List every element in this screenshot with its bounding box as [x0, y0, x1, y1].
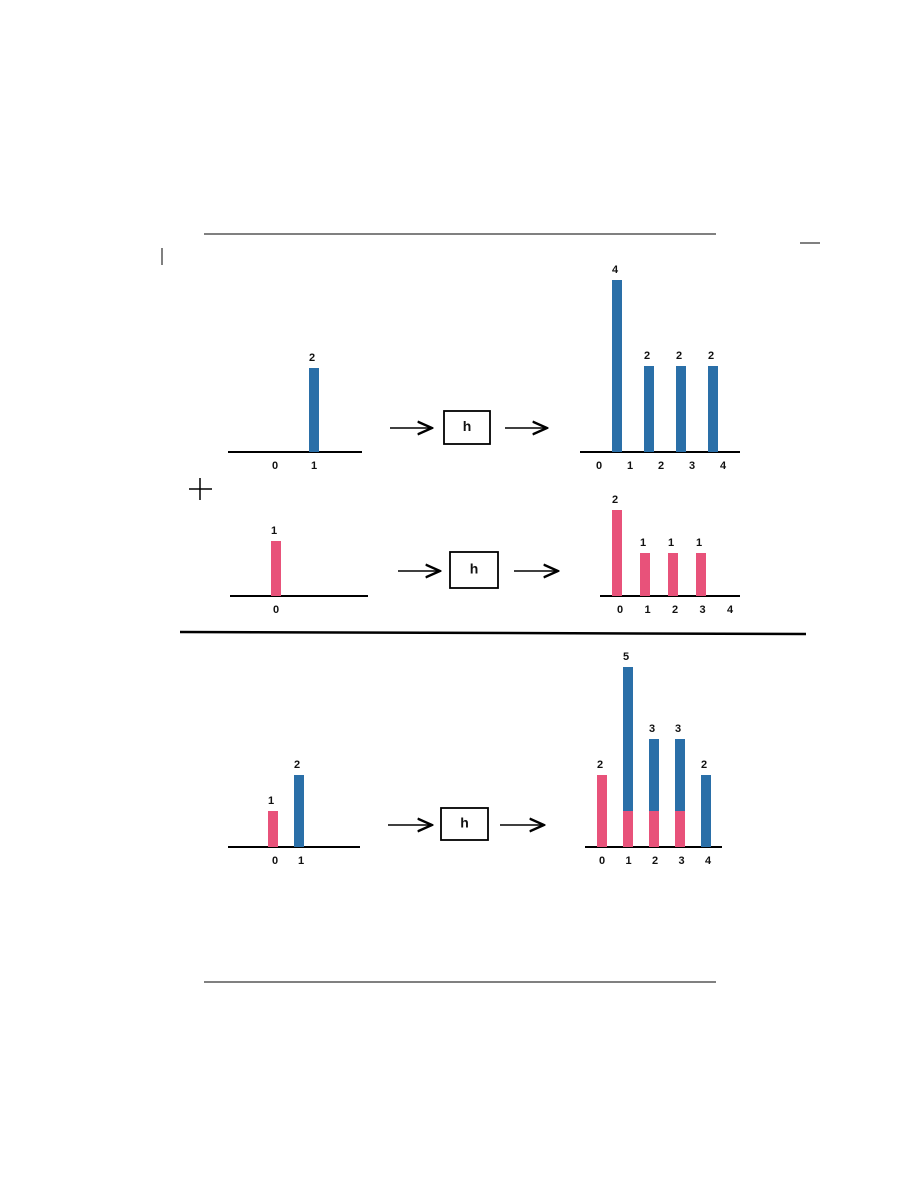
system-label: h — [463, 418, 472, 434]
total-label: 5 — [623, 651, 629, 663]
tick-label: 3 — [678, 855, 684, 867]
stem — [268, 811, 278, 847]
stacked-segment — [649, 811, 659, 847]
total-label: 2 — [597, 759, 603, 771]
stem-label: 2 — [644, 350, 650, 362]
system-label: h — [460, 815, 469, 831]
tick-label: 4 — [720, 460, 727, 472]
stem — [668, 553, 678, 596]
tick-label: 3 — [689, 460, 695, 472]
stem — [708, 366, 718, 452]
stacked-segment — [675, 739, 685, 811]
tick-label: 2 — [652, 855, 658, 867]
tick-label: 1 — [627, 460, 633, 472]
tick-label: 1 — [298, 855, 304, 867]
stacked-segment — [623, 811, 633, 847]
stacked-segment — [701, 775, 711, 847]
tick-label: 0 — [617, 604, 623, 616]
stem-label: 1 — [268, 795, 274, 807]
system-box — [440, 807, 489, 841]
system-box — [443, 410, 491, 445]
tick-label: 1 — [311, 460, 317, 472]
stacked-segment — [623, 667, 633, 811]
stem-label: 4 — [612, 264, 619, 276]
stem — [696, 553, 706, 596]
stem — [676, 366, 686, 452]
stacked-segment — [675, 811, 685, 847]
tick-label: 2 — [658, 460, 664, 472]
stem — [294, 775, 304, 847]
total-label: 3 — [675, 723, 681, 735]
stem — [640, 553, 650, 596]
tick-label: 1 — [644, 604, 650, 616]
tick-label: 0 — [272, 460, 278, 472]
tick-label: 0 — [599, 855, 605, 867]
tick-label: 0 — [272, 855, 278, 867]
plus-sign — [189, 478, 212, 500]
stem-label: 2 — [676, 350, 682, 362]
stem-label: 1 — [640, 537, 646, 549]
tick-label: 4 — [705, 855, 712, 867]
stem-label: 2 — [294, 759, 300, 771]
stem-label: 2 — [309, 352, 315, 364]
system-label: h — [470, 561, 479, 577]
tick-label: 2 — [672, 604, 678, 616]
stem — [612, 280, 622, 452]
stem-label: 1 — [668, 537, 674, 549]
tick-label: 3 — [699, 604, 705, 616]
total-label: 2 — [701, 759, 707, 771]
stem-label: 1 — [696, 537, 702, 549]
stem — [271, 541, 281, 596]
system-box — [449, 551, 499, 589]
stem-label: 1 — [271, 525, 277, 537]
tick-label: 4 — [727, 604, 734, 616]
tick-label: 0 — [273, 604, 279, 616]
stacked-segment — [649, 739, 659, 811]
stacked-segment — [597, 775, 607, 847]
stem-label: 2 — [708, 350, 714, 362]
stem — [309, 368, 319, 452]
stem-label: 2 — [612, 494, 618, 506]
sum-rule — [179, 630, 807, 636]
stem — [612, 510, 622, 596]
total-label: 3 — [649, 723, 655, 735]
tick-label: 0 — [596, 460, 602, 472]
stem — [644, 366, 654, 452]
tick-label: 1 — [625, 855, 631, 867]
